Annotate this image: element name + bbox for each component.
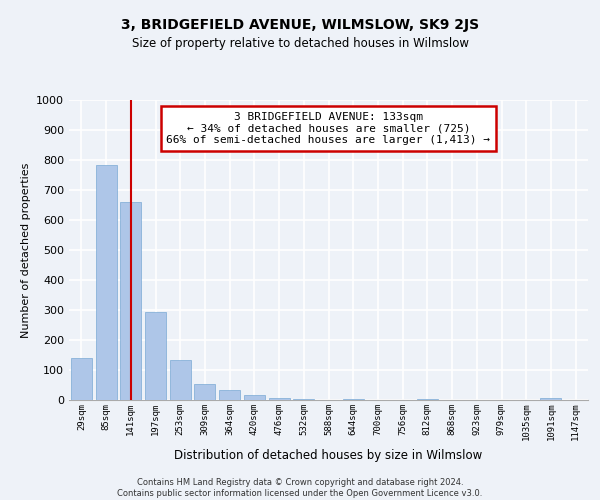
Bar bbox=[417, 399, 438, 400]
Bar bbox=[343, 399, 364, 400]
Bar bbox=[293, 398, 314, 400]
Bar bbox=[71, 358, 92, 400]
Bar bbox=[145, 312, 166, 400]
Text: Size of property relative to detached houses in Wilmslow: Size of property relative to detached ho… bbox=[131, 38, 469, 51]
Bar bbox=[269, 398, 290, 400]
X-axis label: Distribution of detached houses by size in Wilmslow: Distribution of detached houses by size … bbox=[175, 448, 482, 462]
Bar bbox=[244, 394, 265, 400]
Bar bbox=[541, 398, 562, 400]
Bar bbox=[95, 164, 116, 400]
Bar bbox=[219, 390, 240, 400]
Bar bbox=[170, 360, 191, 400]
Bar bbox=[120, 202, 141, 400]
Bar bbox=[194, 384, 215, 400]
Y-axis label: Number of detached properties: Number of detached properties bbox=[20, 162, 31, 338]
Text: 3 BRIDGEFIELD AVENUE: 133sqm
← 34% of detached houses are smaller (725)
66% of s: 3 BRIDGEFIELD AVENUE: 133sqm ← 34% of de… bbox=[167, 112, 491, 145]
Text: 3, BRIDGEFIELD AVENUE, WILMSLOW, SK9 2JS: 3, BRIDGEFIELD AVENUE, WILMSLOW, SK9 2JS bbox=[121, 18, 479, 32]
Text: Contains HM Land Registry data © Crown copyright and database right 2024.
Contai: Contains HM Land Registry data © Crown c… bbox=[118, 478, 482, 498]
